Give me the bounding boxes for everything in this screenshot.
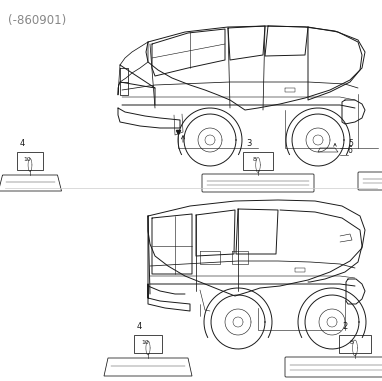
Text: 5: 5 xyxy=(348,139,353,148)
Text: 10: 10 xyxy=(24,157,31,162)
Text: 3: 3 xyxy=(246,139,252,148)
Text: 8: 8 xyxy=(350,340,354,345)
Text: 8: 8 xyxy=(253,157,257,162)
Text: 10: 10 xyxy=(141,340,149,345)
Text: 2: 2 xyxy=(343,322,348,331)
Bar xyxy=(134,335,162,353)
Text: (-860901): (-860901) xyxy=(8,14,66,27)
Text: 4: 4 xyxy=(137,322,142,331)
Bar xyxy=(339,335,371,353)
Text: 6: 6 xyxy=(348,146,353,155)
Text: 4: 4 xyxy=(19,139,25,148)
Bar xyxy=(17,152,43,170)
Bar xyxy=(243,152,273,170)
